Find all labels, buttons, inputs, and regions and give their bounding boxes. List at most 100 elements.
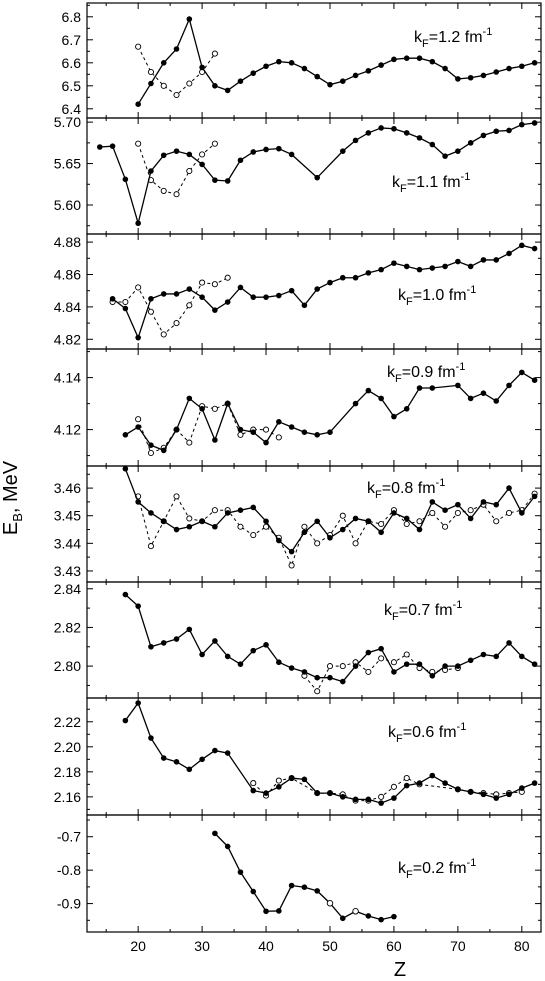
solid-series-point [352, 515, 359, 522]
solid-series-point [442, 65, 448, 72]
solid-series-point [148, 168, 154, 174]
solid-series-point [442, 263, 448, 270]
solid-series-point [199, 161, 205, 168]
solid-series-point [135, 101, 141, 107]
solid-series-point [224, 510, 231, 516]
solid-series-point [339, 678, 346, 685]
solid-series-point [378, 266, 384, 273]
dashed-series-point [250, 780, 257, 787]
panel-2: 4.82 4.84 4.86 4.88 kF=1.0 fm-1 [54, 233, 542, 350]
y-tick-label: 4.84 [54, 299, 81, 315]
y-tick-label: 3.44 [54, 535, 81, 551]
solid-series-point [314, 888, 320, 894]
solid-series-point [237, 869, 244, 875]
solid-series-point [327, 279, 333, 286]
solid-series-point [365, 796, 372, 803]
solid-series-point [455, 258, 461, 265]
y-tick-label: 2.18 [54, 764, 81, 780]
solid-series-point [467, 789, 474, 795]
solid-series-point [416, 55, 423, 61]
solid-series-point [224, 87, 231, 94]
panel-frame [86, 697, 542, 816]
solid-series-point [109, 143, 116, 149]
solid-series-point [224, 750, 231, 756]
dashed-series-point [199, 151, 206, 158]
dashed-series-point [211, 281, 218, 288]
solid-series-point [365, 518, 372, 525]
dashed-series-point [339, 663, 346, 670]
dashed-series-point [378, 520, 385, 528]
solid-series-point [122, 717, 129, 724]
dashed-series-point [173, 320, 180, 327]
solid-series-point [339, 794, 346, 800]
panel-label-superscript: -1 [436, 477, 446, 489]
panel-label: kF=0.8 fm-1 [367, 477, 445, 501]
panel-label-value: =0.6 fm [403, 724, 457, 741]
panel-label-k: k [367, 480, 376, 497]
solid-series-point [288, 287, 295, 294]
y-tick-label: -0.8 [57, 862, 81, 878]
solid-series-point [391, 56, 397, 63]
panel-label-subscript: F [396, 733, 403, 745]
solid-series-point [199, 651, 205, 658]
solid-series-point [122, 591, 129, 598]
solid-series-point [506, 65, 512, 72]
dashed-series-point [429, 509, 436, 517]
y-tick-label: 6.7 [62, 32, 82, 48]
panel-label-k: k [388, 724, 397, 741]
y-tick-label: 4.88 [54, 234, 81, 250]
solid-series-point [122, 465, 129, 472]
solid-series-point [378, 645, 384, 652]
solid-series-point [493, 653, 500, 660]
solid-series-point [314, 286, 320, 292]
solid-series-point [314, 73, 320, 80]
solid-series-point [173, 46, 180, 52]
panel-label-subscript: F [392, 611, 399, 623]
solid-series-point [173, 148, 180, 154]
solid-series-point [480, 72, 487, 79]
y-tick-label: 4.86 [54, 266, 81, 282]
y-tick-label: 3.45 [54, 508, 81, 524]
solid-series-point [237, 157, 244, 164]
solid-series-point [378, 916, 384, 923]
dashed-series-point [135, 416, 142, 423]
x-tick-label: 80 [514, 938, 530, 954]
solid-series-point [429, 499, 436, 505]
solid-series-point [263, 518, 269, 525]
y-axis-title-subscript: B [10, 513, 25, 522]
y-tick-label: 4.82 [54, 331, 81, 347]
solid-series-point [96, 144, 103, 150]
solid-series-point [403, 515, 410, 522]
solid-series-point [493, 795, 500, 801]
hollow-series-point [352, 908, 359, 915]
solid-series-point [480, 257, 487, 263]
solid-series-point [455, 501, 461, 508]
solid-series-point [480, 651, 487, 658]
dashed-series-point [237, 431, 244, 438]
solid-series-point [276, 537, 282, 544]
solid-series-point [148, 643, 154, 650]
solid-series-point [416, 385, 423, 391]
panel-label-superscript: -1 [483, 26, 493, 38]
solid-series-point [263, 146, 269, 153]
solid-series-point [403, 55, 410, 61]
dashed-series-point [378, 655, 385, 662]
solid-series-point [519, 121, 525, 128]
solid-series-point [301, 429, 308, 436]
solid-series-point [365, 270, 372, 276]
solid-series-point [416, 780, 423, 786]
panel-label: kF=1.1 fm-1 [392, 171, 470, 195]
panel-label-subscript: F [395, 373, 402, 385]
dashed-series-point [224, 274, 231, 281]
y-tick-label: -0.7 [57, 829, 81, 845]
panel-0: 6.4 6.5 6.6 6.7 6.8 kF=1.2 fm-1 [62, 2, 542, 119]
solid-series-point [467, 515, 474, 522]
dashed-series-point [173, 91, 180, 99]
solid-series-line [214, 832, 395, 921]
solid-series-point [212, 747, 218, 754]
solid-series-point [480, 791, 487, 798]
solid-series-point [429, 772, 436, 779]
panel-label: kF=1.2 fm-1 [414, 26, 492, 50]
solid-series-point [250, 504, 257, 511]
solid-series-point [263, 790, 269, 796]
